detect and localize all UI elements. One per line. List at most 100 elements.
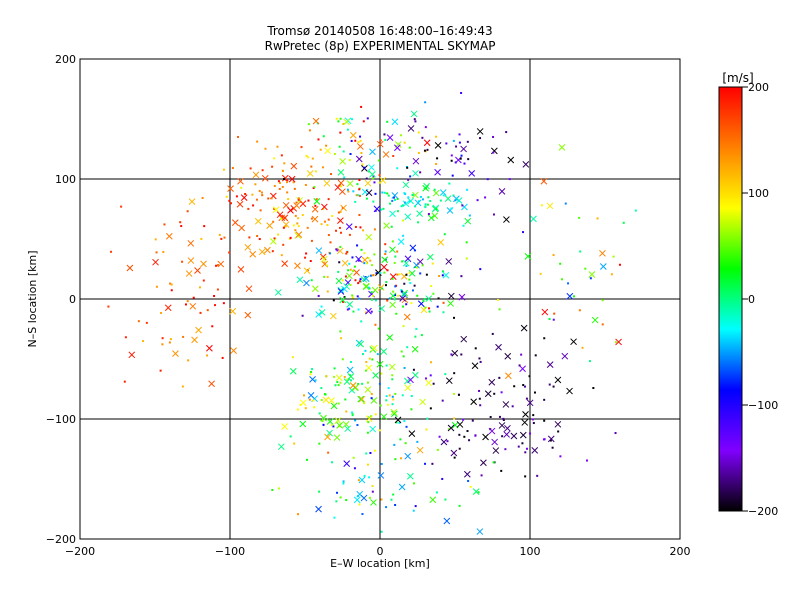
data-point-dot	[346, 308, 349, 311]
data-point-dot	[444, 373, 447, 376]
data-point-dot	[293, 442, 296, 445]
data-point-cross	[432, 189, 440, 197]
data-point-dot	[358, 503, 361, 506]
data-point-cross	[311, 215, 319, 223]
data-point-cross	[429, 496, 437, 504]
data-point-dot	[351, 294, 354, 297]
data-point-dot	[329, 173, 332, 176]
data-point-dot	[338, 145, 341, 148]
data-point-cross	[380, 348, 388, 355]
data-point-cross	[510, 432, 518, 440]
data-point-dot	[522, 231, 525, 234]
data-point-cross	[445, 377, 453, 385]
data-point-cross	[468, 170, 476, 177]
data-point-cross	[360, 276, 368, 283]
data-point-dot	[601, 299, 604, 302]
data-point-cross	[389, 292, 397, 300]
data-point-dot	[109, 250, 112, 253]
data-point-cross	[336, 422, 344, 429]
data-point-dot	[236, 135, 239, 138]
data-point-dot	[423, 149, 426, 152]
data-point-dot	[533, 391, 536, 394]
data-point-cross	[369, 171, 376, 178]
data-point-dot	[505, 131, 508, 134]
data-point-dot	[380, 208, 383, 211]
data-point-cross	[370, 499, 377, 506]
data-point-cross	[355, 155, 363, 163]
data-point-dot	[614, 432, 617, 435]
data-point-dot	[318, 412, 321, 415]
data-point-cross	[460, 145, 467, 153]
data-point-cross	[337, 179, 345, 187]
data-point-dot	[622, 221, 625, 224]
data-point-dot	[351, 256, 354, 259]
data-point-dot	[360, 152, 363, 155]
data-point-dot	[180, 225, 183, 228]
data-point-dot	[320, 223, 323, 226]
data-point-dot	[402, 355, 405, 358]
data-point-dot	[282, 243, 285, 246]
data-point-cross	[502, 401, 510, 408]
data-point-dot	[478, 389, 481, 392]
data-point-dot	[450, 154, 453, 157]
data-point-cross	[522, 410, 529, 418]
data-point-dot	[310, 239, 313, 242]
data-point-dot	[453, 372, 456, 375]
data-point-dot	[618, 263, 621, 266]
data-point-dot	[369, 451, 372, 454]
data-point-dot	[187, 359, 190, 362]
data-point-cross	[414, 199, 422, 207]
data-point-cross	[380, 413, 388, 421]
data-point-cross	[394, 416, 402, 424]
data-point-cross	[434, 168, 441, 176]
data-point-dot	[216, 264, 219, 267]
data-point-cross	[554, 376, 562, 384]
data-point-dot	[416, 440, 419, 443]
chart-subtitle: RwPretec (8p) EXPERIMENTAL SKYMAP	[265, 39, 496, 53]
data-point-dot	[361, 353, 364, 356]
data-point-dot	[359, 226, 362, 229]
data-point-cross	[450, 449, 458, 457]
data-point-dot	[379, 404, 382, 407]
data-point-dot	[357, 282, 360, 285]
data-point-cross	[504, 372, 512, 380]
data-point-dot	[379, 139, 382, 142]
data-point-dot	[285, 181, 288, 184]
data-point-dot	[578, 216, 581, 219]
data-point-dot	[182, 335, 185, 338]
data-point-dot	[313, 406, 316, 409]
data-point-cross	[423, 139, 431, 147]
data-point-dot	[357, 259, 360, 262]
data-point-dot	[228, 199, 231, 202]
data-point-cross	[389, 301, 396, 309]
data-point-dot	[393, 298, 396, 301]
data-point-dot	[314, 379, 317, 382]
data-point-dot	[398, 421, 401, 424]
data-point-dot	[430, 361, 433, 364]
x-tick-label: −100	[215, 545, 245, 558]
data-point-dot	[497, 298, 500, 301]
data-point-dot	[411, 289, 414, 292]
data-point-dot	[252, 204, 255, 207]
y-tick-label: 100	[55, 173, 76, 186]
data-point-dot	[436, 305, 439, 308]
data-point-dot	[492, 151, 495, 154]
data-point-dot	[557, 430, 560, 433]
data-point-dot	[362, 229, 365, 232]
data-point-dot	[356, 424, 359, 427]
data-point-dot	[310, 165, 313, 168]
data-point-dot	[302, 394, 305, 397]
data-point-cross	[288, 175, 296, 183]
colorbar: [m/s] 200 100 0 −100 −200	[718, 71, 778, 518]
data-point-dot	[221, 356, 224, 359]
data-point-dot	[350, 379, 353, 382]
data-point-dot	[428, 310, 431, 313]
data-point-dot	[486, 178, 489, 181]
data-point-dot	[384, 250, 387, 253]
data-point-cross	[522, 161, 530, 168]
data-point-dot	[281, 169, 284, 172]
data-point-dot	[385, 364, 388, 367]
data-point-cross	[240, 194, 248, 201]
data-point-cross	[404, 384, 412, 392]
data-point-dot	[521, 442, 524, 445]
